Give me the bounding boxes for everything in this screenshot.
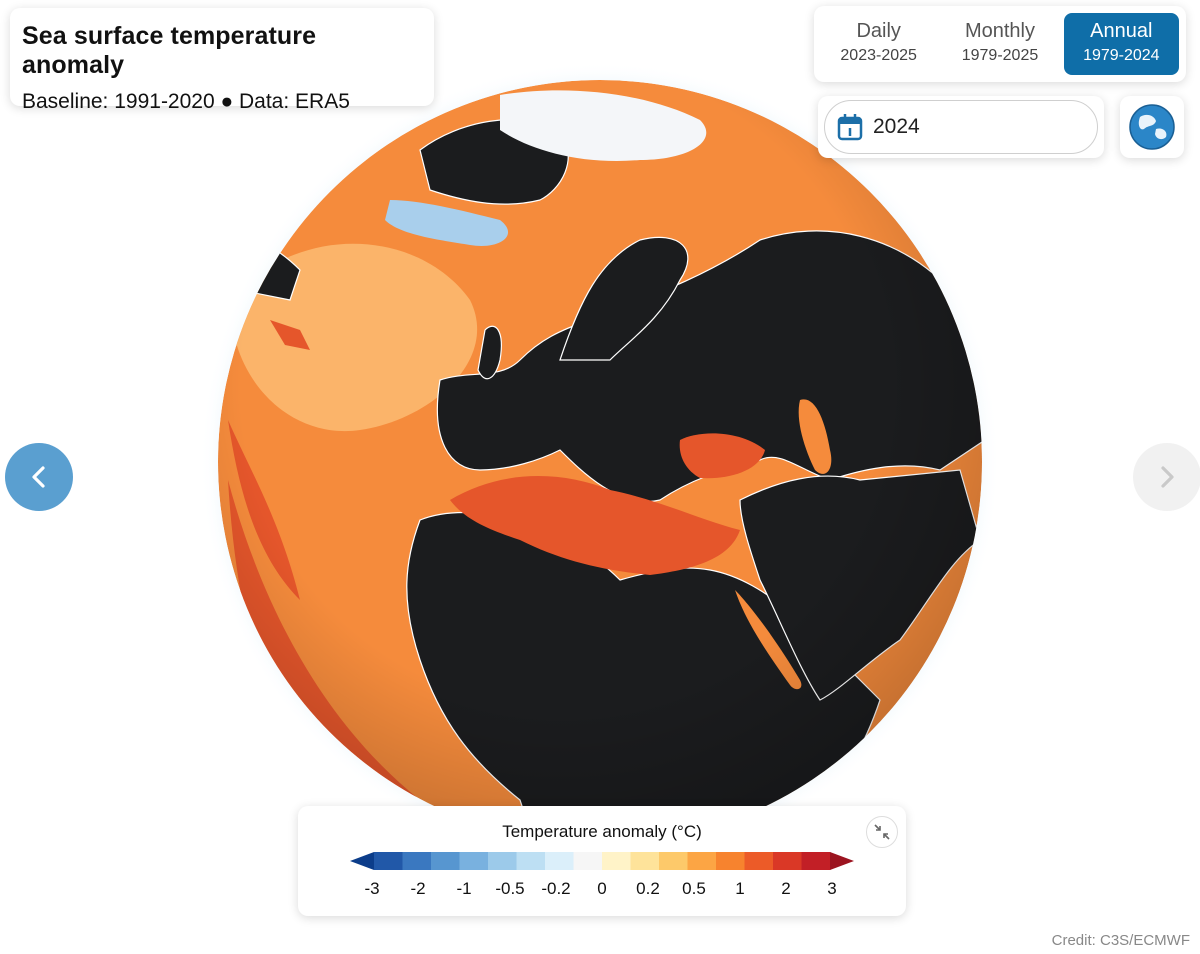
legend-tick-label: -1 xyxy=(456,879,471,898)
legend-swatch xyxy=(801,852,831,870)
legend-swatch xyxy=(659,852,688,870)
tab-annual-label: Annual xyxy=(1090,20,1153,42)
legend-tick-label: -3 xyxy=(364,879,379,898)
legend-tick-label: 0.2 xyxy=(636,879,660,898)
legend-swatch xyxy=(402,852,432,870)
legend-swatch xyxy=(431,852,460,870)
legend-tick-label: 0 xyxy=(597,879,606,898)
title-card: Sea surface temperature anomaly Baseline… xyxy=(10,8,434,113)
legend-extend-low xyxy=(350,852,374,870)
collapse-legend-button[interactable] xyxy=(866,816,898,848)
next-button[interactable] xyxy=(1133,443,1200,511)
legend-swatch xyxy=(573,852,603,870)
globe-view-button[interactable] xyxy=(1120,96,1184,158)
legend-swatch xyxy=(602,852,631,870)
tab-monthly-label: Monthly xyxy=(964,20,1035,42)
legend-tick-label: -0.5 xyxy=(495,879,524,898)
legend-tick-label: 0.5 xyxy=(682,879,706,898)
tab-daily[interactable]: Daily 2023-2025 xyxy=(821,13,936,75)
legend-swatch xyxy=(545,852,574,870)
collapse-icon xyxy=(874,824,890,840)
tab-monthly[interactable]: Monthly 1979-2025 xyxy=(942,13,1057,75)
color-legend: Temperature anomaly (°C) -3 -2 -1 -0.5 -0.2 0… xyxy=(298,806,906,916)
chevron-right-icon xyxy=(1161,466,1174,488)
legend-tick-label: 3 xyxy=(827,879,836,898)
tab-annual-range: 1979-2024 xyxy=(1083,47,1160,64)
legend-extend-high xyxy=(830,852,854,870)
legend-swatch xyxy=(716,852,745,870)
legend-swatch xyxy=(459,852,489,870)
date-picker[interactable]: 2024 xyxy=(824,100,1098,154)
legend-swatch xyxy=(374,852,403,870)
time-resolution-tabs: Daily 2023-2025 Monthly 1979-2025 Annual… xyxy=(814,6,1186,82)
chevron-left-icon xyxy=(32,466,45,488)
legend-swatch xyxy=(516,852,546,870)
map-title: Sea surface temperature anomaly xyxy=(22,22,317,79)
legend-tick-label: -2 xyxy=(410,879,425,898)
date-picker-card: 2024 xyxy=(818,96,1104,158)
globe-surface xyxy=(218,80,982,844)
legend-title: Temperature anomaly (°C) xyxy=(502,822,702,841)
date-value: 2024 xyxy=(873,115,920,138)
legend-swatch xyxy=(488,852,517,870)
tab-daily-range: 2023-2025 xyxy=(840,47,917,64)
credit-text: Credit: C3S/ECMWF xyxy=(1051,932,1190,949)
legend-tick-label: 2 xyxy=(781,879,790,898)
tab-monthly-range: 1979-2025 xyxy=(961,47,1039,64)
legend-colorbar: -3 -2 -1 -0.5 -0.2 0 0.2 0.5 1 2 3 xyxy=(350,852,854,898)
legend-swatch xyxy=(744,852,774,870)
legend-tick-label: 1 xyxy=(735,879,744,898)
legend-tick-label: -0.2 xyxy=(541,879,570,898)
calendar-icon xyxy=(837,114,863,141)
legend-swatch xyxy=(687,852,717,870)
legend-swatch xyxy=(630,852,660,870)
tab-daily-label: Daily xyxy=(856,20,901,42)
map-subtitle: Baseline: 1991-2020 ● Data: ERA5 xyxy=(22,90,350,113)
globe-icon xyxy=(1129,104,1175,150)
legend-swatch xyxy=(773,852,802,870)
previous-button[interactable] xyxy=(5,443,73,511)
tab-annual[interactable]: Annual 1979-2024 xyxy=(1063,13,1179,75)
